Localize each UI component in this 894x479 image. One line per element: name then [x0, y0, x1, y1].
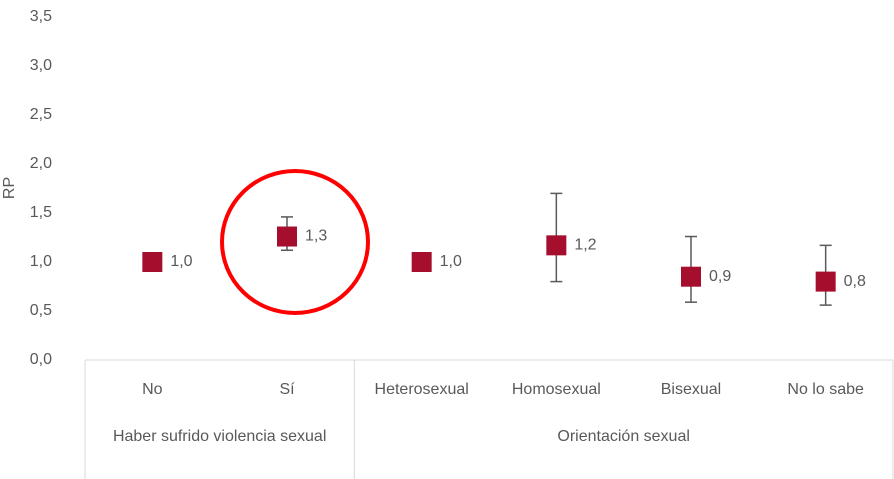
y-tick-label: 3,0: [30, 57, 52, 74]
group-label: Orientación sexual: [557, 428, 690, 445]
group-label: Haber sufrido violencia sexual: [112, 428, 327, 445]
x-tick-label: No lo sabe: [787, 381, 864, 398]
y-tick-label: 2,0: [30, 155, 52, 172]
marker: [681, 266, 701, 287]
y-tick-label: 0,5: [30, 302, 52, 319]
data-label: 1,3: [305, 228, 327, 245]
y-tick-label: 0,0: [30, 351, 52, 368]
x-tick-label: Bisexual: [661, 381, 721, 398]
marker: [277, 226, 297, 247]
x-tick-label: No: [142, 381, 163, 398]
group-label-box: Haber sufrido violencia sexual: [112, 428, 327, 445]
y-tick-label: 2,5: [30, 106, 52, 123]
data-label: 0,8: [844, 273, 866, 290]
marker: [142, 252, 163, 272]
y-tick-label: 1,5: [30, 204, 52, 221]
y-tick-label: 1,0: [30, 253, 52, 270]
marker: [546, 235, 567, 256]
x-tick-label: Heterosexual: [375, 381, 469, 398]
x-tick-label: Sí: [279, 381, 295, 398]
x-tick-label: Homosexual: [512, 381, 601, 398]
data-label: 1,0: [170, 253, 192, 270]
marker: [411, 252, 432, 272]
data-label: 0,9: [709, 268, 731, 285]
marker: [815, 271, 836, 292]
data-label: 1,0: [440, 253, 462, 270]
group-label-box: Orientación sexual: [557, 428, 690, 445]
y-tick-label: 3,5: [30, 8, 52, 25]
y-axis-label: RP: [1, 177, 18, 199]
data-label: 1,2: [574, 237, 596, 254]
highlight-circle: [220, 169, 370, 315]
